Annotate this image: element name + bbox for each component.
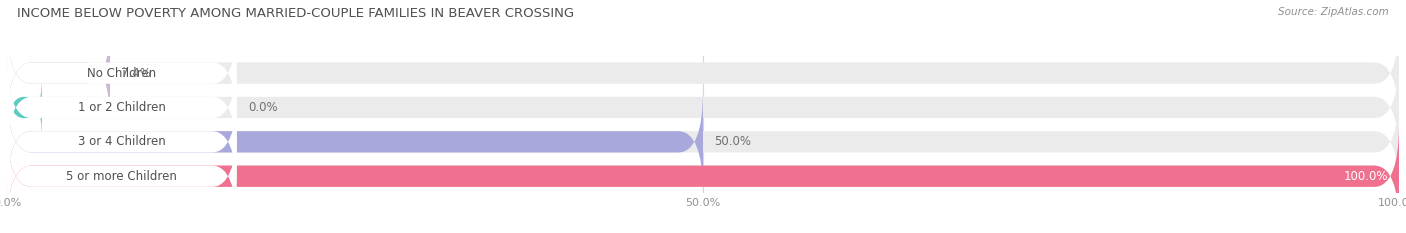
Text: 0.0%: 0.0% <box>247 101 277 114</box>
FancyBboxPatch shape <box>7 22 110 124</box>
FancyBboxPatch shape <box>7 22 236 124</box>
FancyBboxPatch shape <box>7 91 703 193</box>
FancyBboxPatch shape <box>7 125 236 227</box>
FancyBboxPatch shape <box>7 125 1399 227</box>
FancyBboxPatch shape <box>7 22 1399 124</box>
Text: 7.4%: 7.4% <box>121 67 150 80</box>
Text: INCOME BELOW POVERTY AMONG MARRIED-COUPLE FAMILIES IN BEAVER CROSSING: INCOME BELOW POVERTY AMONG MARRIED-COUPL… <box>17 7 574 20</box>
FancyBboxPatch shape <box>7 56 236 159</box>
Text: Source: ZipAtlas.com: Source: ZipAtlas.com <box>1278 7 1389 17</box>
FancyBboxPatch shape <box>7 91 236 193</box>
Text: 3 or 4 Children: 3 or 4 Children <box>77 135 166 148</box>
FancyBboxPatch shape <box>7 91 1399 193</box>
FancyBboxPatch shape <box>7 56 1399 159</box>
Text: 50.0%: 50.0% <box>714 135 751 148</box>
FancyBboxPatch shape <box>7 77 42 138</box>
Text: 100.0%: 100.0% <box>1343 170 1388 183</box>
Text: 1 or 2 Children: 1 or 2 Children <box>77 101 166 114</box>
FancyBboxPatch shape <box>7 125 1399 227</box>
Text: No Children: No Children <box>87 67 156 80</box>
Text: 5 or more Children: 5 or more Children <box>66 170 177 183</box>
